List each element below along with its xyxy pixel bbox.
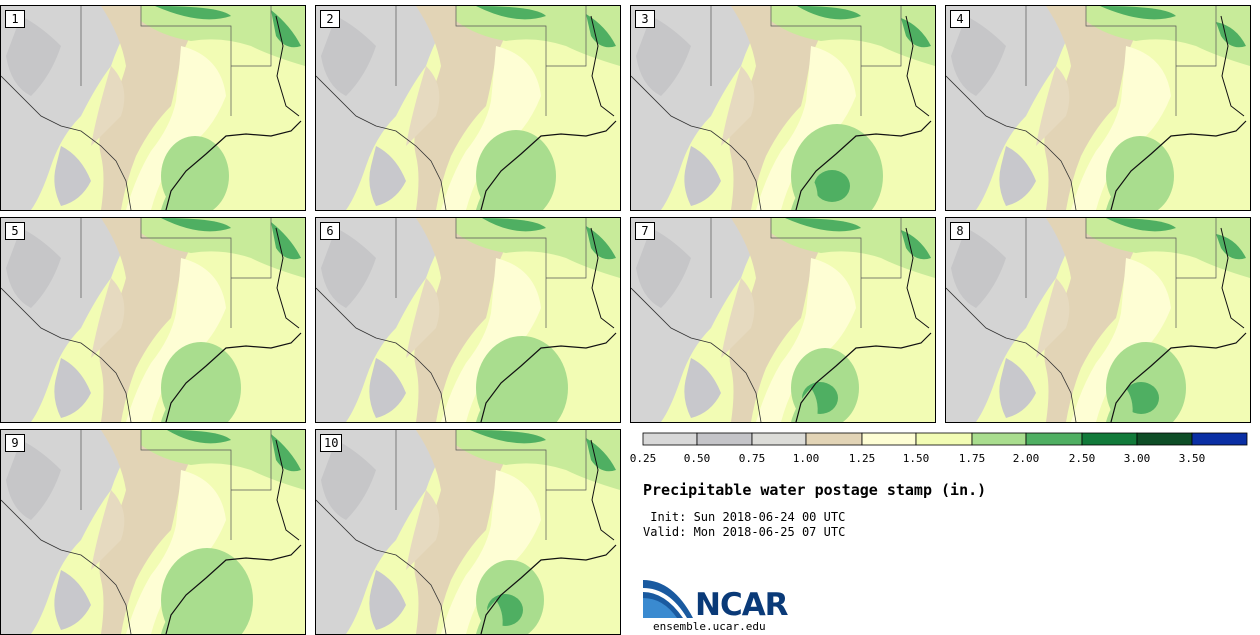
member-panel: 9 [0,429,306,635]
precip-map [316,6,620,210]
colorbar-bin [1025,432,1083,446]
colorbar-bin [642,432,698,446]
colorbar-bin [1191,432,1248,446]
member-panel: 7 [630,217,936,423]
member-label: 10 [320,434,343,452]
chart-title: Precipitable water postage stamp (in.) [643,481,987,499]
member-panel: 8 [945,217,1251,423]
member-label: 1 [5,10,25,28]
colorbar-tick-label: 0.25 [630,452,657,465]
colorbar-tick-label: 3.50 [1179,452,1206,465]
colorbar-bin [1136,432,1193,446]
member-panel: 5 [0,217,306,423]
colorbar-bin [861,432,917,446]
member-label: 7 [635,222,655,240]
member-label: 6 [320,222,340,240]
colorbar-tick-label: 1.25 [849,452,876,465]
precip-map [316,430,620,634]
precip-map [1,6,305,210]
member-label: 4 [950,10,970,28]
colorbar-bin [1081,432,1138,446]
ncar-logo-text: NCAR [695,587,789,623]
precip-map [1,218,305,422]
colorbar-tick-label: 1.00 [793,452,820,465]
colorbar-tick-label: 3.00 [1124,452,1151,465]
init-time: Init: Sun 2018-06-24 00 UTC [643,510,846,524]
valid-time: Valid: Mon 2018-06-25 07 UTC [643,525,846,539]
colorbar-bin [751,432,807,446]
colorbar-bin [805,432,863,446]
colorbar-tick-label: 1.50 [903,452,930,465]
colorbar-tick-label: 1.75 [959,452,986,465]
colorbar-bin [915,432,973,446]
colorbar-tick-label: 2.50 [1069,452,1096,465]
member-panel: 3 [630,5,936,211]
member-panel: 10 [315,429,621,635]
precip-map [946,218,1250,422]
colorbar-tick-label: 0.75 [739,452,766,465]
colorbar-tick-label: 2.00 [1013,452,1040,465]
member-panel: 6 [315,217,621,423]
precip-map [316,218,620,422]
precip-map [1,430,305,634]
precip-map [631,218,935,422]
colorbar-tick-label: 0.50 [684,452,711,465]
member-label: 9 [5,434,25,452]
member-panel: 2 [315,5,621,211]
member-panel: 1 [0,5,306,211]
member-label: 2 [320,10,340,28]
member-panel: 4 [945,5,1251,211]
member-label: 5 [5,222,25,240]
colorbar-bin [696,432,753,446]
member-label: 3 [635,10,655,28]
precip-map [946,6,1250,210]
precip-map [631,6,935,210]
ncar-logo-icon [643,580,693,618]
logo-url: ensemble.ucar.edu [653,620,766,633]
colorbar-bin [971,432,1027,446]
member-label: 8 [950,222,970,240]
